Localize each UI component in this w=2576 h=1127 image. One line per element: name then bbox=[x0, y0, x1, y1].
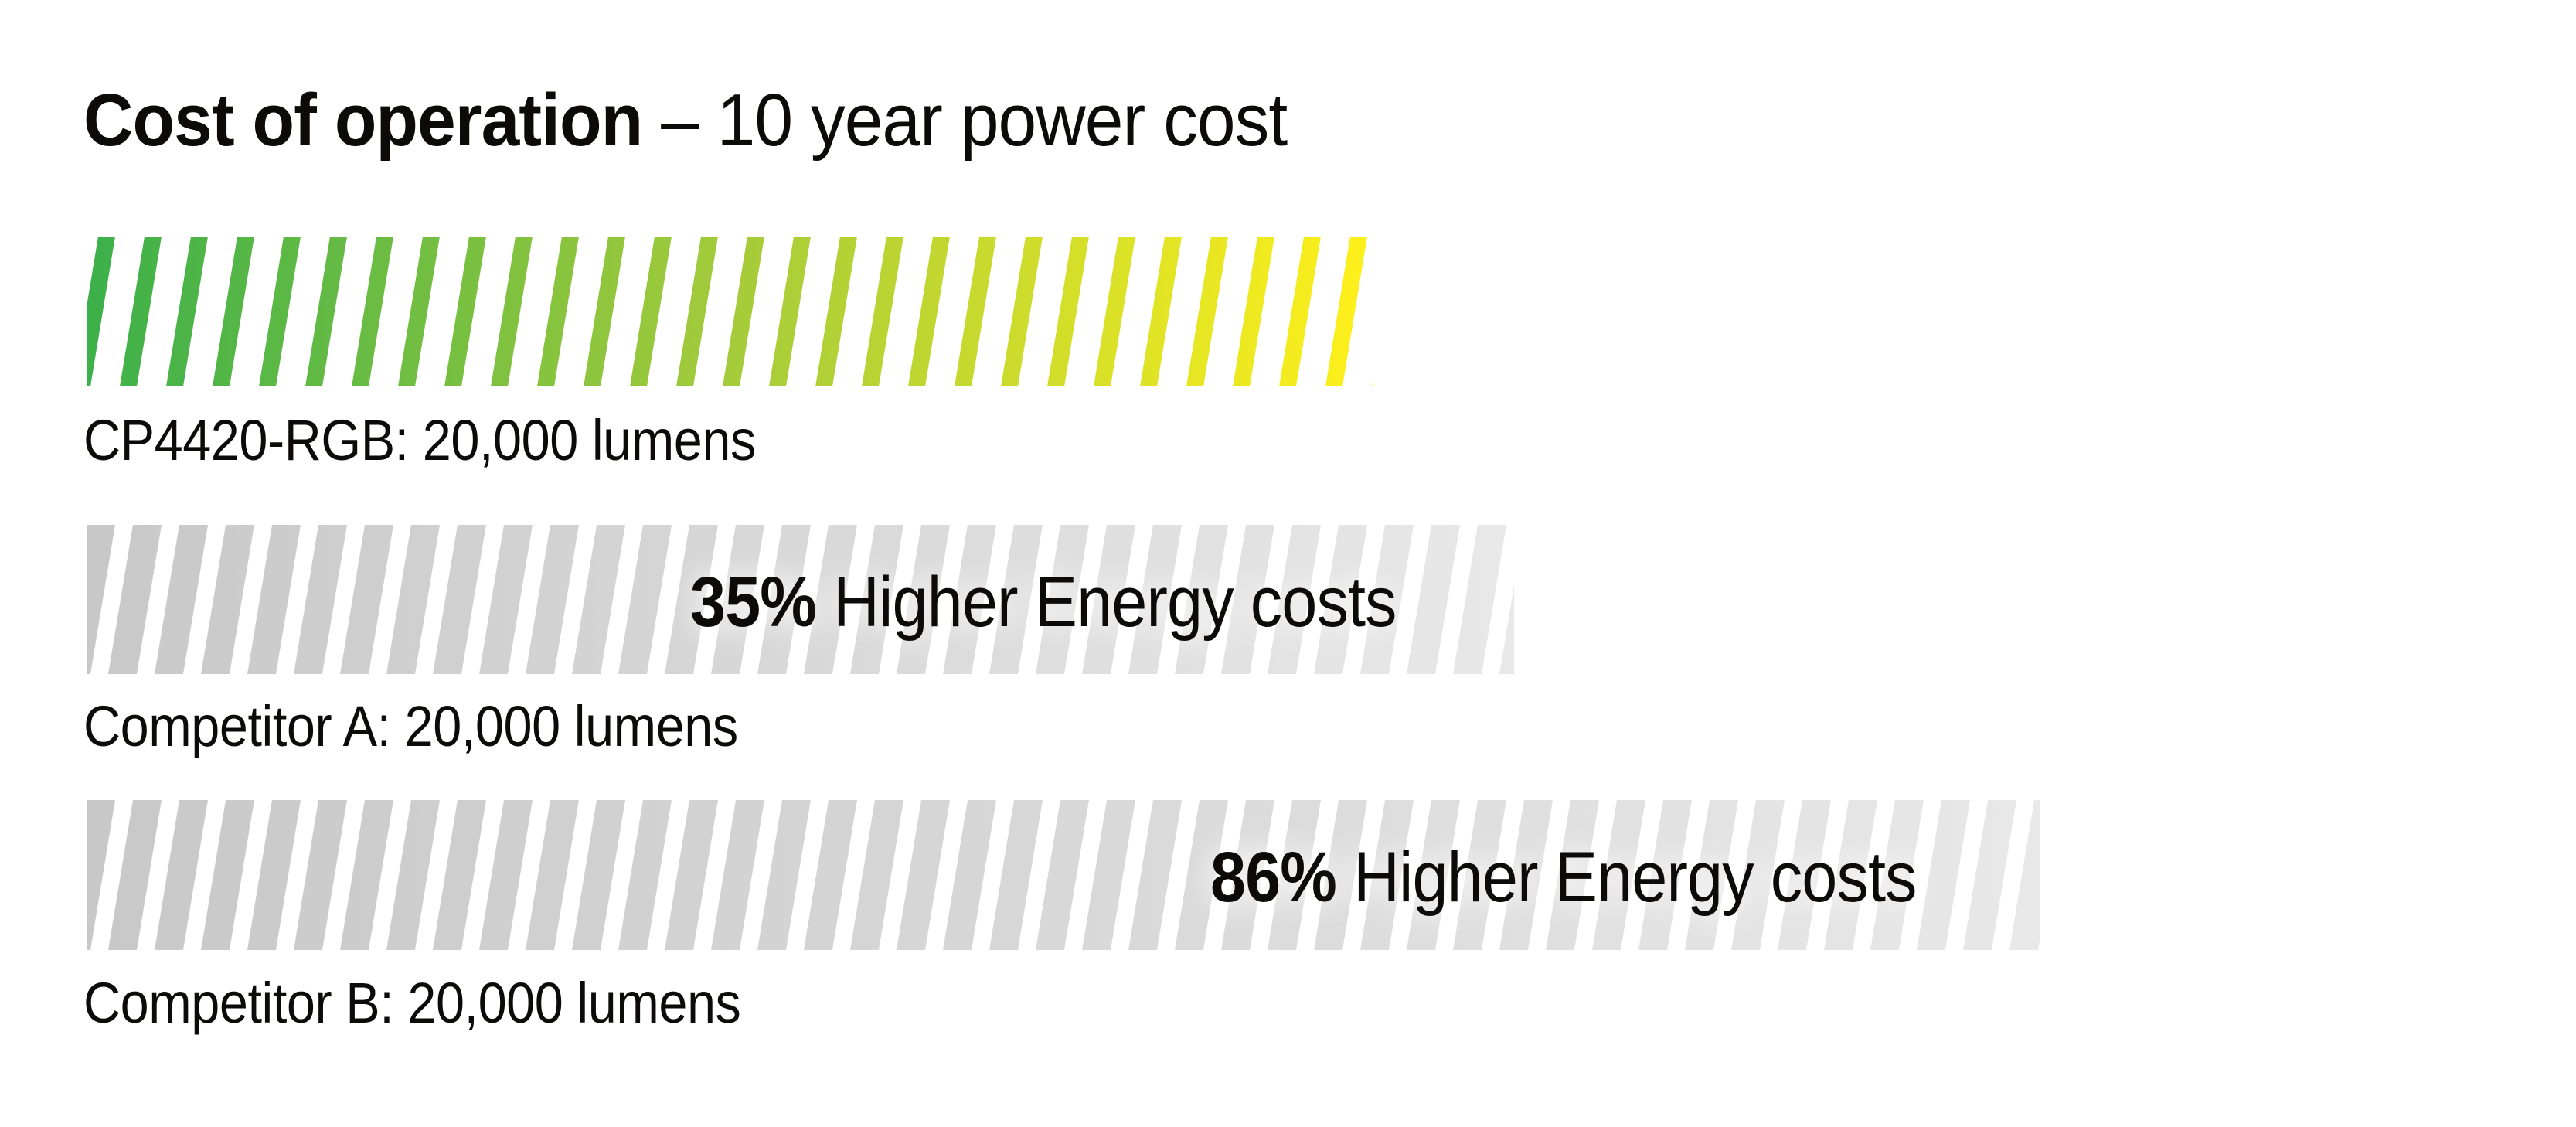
green-yellow-stripes-graphic bbox=[87, 237, 1373, 386]
chart-title-bold: Cost of operation bbox=[83, 79, 643, 162]
bar-competitor-b: 86% Higher Energy costs bbox=[87, 800, 2040, 950]
bar-label-cp4420-rgb: CP4420-RGB: 20,000 lumens bbox=[83, 408, 756, 472]
bar-annotation-competitor-b: 86% Higher Energy costs bbox=[1210, 839, 1917, 916]
grey-stripes-graphic bbox=[87, 525, 1514, 674]
bar-annotation-competitor-a: 35% Higher Energy costs bbox=[690, 564, 1397, 641]
grey-stripes-graphic bbox=[87, 800, 2040, 950]
bar-competitor-a: 35% Higher Energy costs bbox=[87, 525, 1514, 674]
annotation-text: Higher Energy costs bbox=[1336, 838, 1917, 917]
annotation-text: Higher Energy costs bbox=[816, 563, 1397, 642]
bar-label-competitor-b: Competitor B: 20,000 lumens bbox=[83, 971, 741, 1035]
chart-title-subtitle: – 10 year power cost bbox=[642, 79, 1288, 162]
annotation-percent: 86% bbox=[1210, 838, 1337, 917]
bar-cp4420-rgb bbox=[87, 237, 1373, 386]
chart-title: Cost of operation – 10 year power cost bbox=[83, 74, 1288, 167]
bar-label-competitor-a: Competitor A: 20,000 lumens bbox=[83, 694, 738, 758]
annotation-percent: 35% bbox=[690, 563, 817, 642]
